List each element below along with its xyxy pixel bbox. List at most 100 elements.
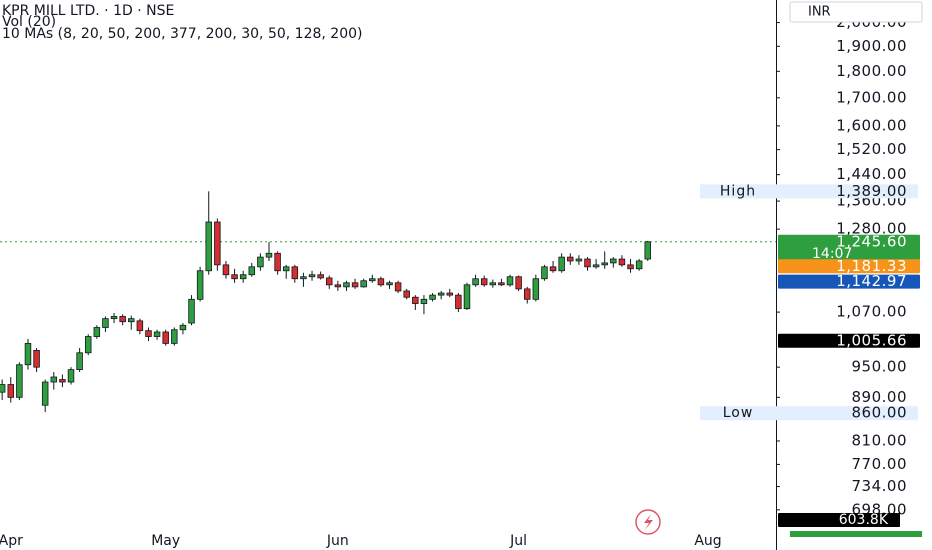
price-badge-label: 1,005.66 (836, 331, 907, 349)
candle-body (136, 320, 144, 332)
range-label-value: 860.00 (852, 404, 908, 422)
y-tick-label: 1,440.00 (836, 165, 907, 183)
price-badge (778, 259, 920, 274)
y-tick-label: 810.00 (852, 431, 908, 449)
range-label-bg (700, 406, 918, 421)
candle-body (162, 331, 169, 344)
candle-body (455, 294, 462, 310)
candle-body (231, 274, 238, 280)
candle-body (222, 264, 230, 276)
currency-label: INR (808, 5, 831, 20)
y-tick-label: 890.00 (852, 388, 908, 406)
price-badge (778, 234, 920, 261)
candle-body (119, 316, 126, 323)
range-label-name: High (720, 183, 756, 199)
candle-body (506, 276, 514, 286)
candle-body (291, 266, 299, 280)
candle-body (584, 258, 591, 268)
candle-body (627, 264, 634, 270)
candle-body (50, 376, 58, 383)
price-badge-label: 1,142.97 (836, 272, 907, 290)
price-badge-label: 1,245.60 (836, 232, 907, 250)
candle-body (618, 258, 626, 266)
x-tick-label: Apr (0, 533, 23, 549)
candle-body (239, 274, 247, 280)
candle-body (0, 384, 6, 393)
candle-body (463, 284, 471, 310)
candle-body (153, 331, 161, 337)
candle-body (549, 266, 557, 272)
candle-body (179, 324, 187, 331)
candle-body (110, 316, 118, 320)
candle-body (67, 369, 75, 383)
candle-body (635, 260, 643, 270)
price-badge-sublabel: 14:07 (812, 246, 852, 262)
y-tick-label: 1,600.00 (836, 116, 907, 134)
candle-body (16, 364, 23, 398)
candle-body (257, 256, 264, 268)
candle-body (214, 221, 221, 266)
candle-body (610, 258, 617, 264)
candle-body (403, 290, 410, 298)
y-tick-label: 1,280.00 (836, 220, 907, 238)
volume-badge-label: 603.8K (839, 512, 889, 528)
volume-badge-partial (790, 531, 922, 537)
replay-icon[interactable] (635, 509, 661, 535)
candle-body (541, 266, 548, 280)
y-tick-label: 734.00 (852, 477, 908, 495)
indicator-label: 10 MAs (8, 20, 50, 200, 377, 200, 30, 50… (2, 26, 362, 42)
candle-body (317, 274, 324, 279)
candle-body (171, 329, 178, 344)
y-tick-label: 1,070.00 (836, 303, 907, 321)
candle-body (334, 284, 342, 288)
candle-body (7, 384, 15, 398)
candle-body (265, 252, 273, 258)
y-tick-label: 1,700.00 (836, 88, 907, 106)
x-tick-label: Jun (326, 533, 349, 549)
candle-body (480, 278, 488, 286)
y-tick-label: 950.00 (852, 358, 908, 376)
candle-body (308, 274, 316, 278)
y-tick-label: 1,800.00 (836, 62, 907, 80)
candle-body (523, 288, 531, 300)
candle-body (532, 278, 540, 300)
price-badge (778, 274, 920, 289)
candle-body (369, 278, 376, 282)
candle-body (644, 241, 651, 260)
candle-body (248, 266, 256, 276)
candle-body (102, 318, 109, 328)
y-tick-label: 1,900.00 (836, 37, 907, 55)
candle-body (145, 330, 152, 337)
candle-body (472, 278, 479, 286)
indicator-label: Vol (20) (2, 14, 56, 30)
candle-body (412, 296, 419, 304)
candle-body (360, 280, 367, 288)
candle-body (274, 252, 281, 272)
price-badge (778, 333, 920, 348)
candle-body (282, 266, 290, 272)
candle-body (41, 381, 49, 406)
x-tick-label: May (151, 533, 180, 549)
range-label-value: 1,389.00 (836, 182, 907, 200)
candle-body (351, 282, 359, 288)
candle-body (33, 350, 40, 368)
candle-body (93, 327, 101, 337)
currency-box (789, 1, 923, 23)
candle-body (575, 258, 583, 262)
price-badge-label: 1,181.33 (836, 257, 907, 275)
candle-body (377, 278, 385, 286)
range-label-name: Low (723, 405, 754, 421)
y-tick-label: 1,520.00 (836, 140, 907, 158)
candle-body (558, 256, 565, 272)
candle-body (76, 352, 83, 371)
candle-body (24, 343, 32, 366)
volume-badge (778, 513, 900, 527)
x-tick-label: Jul (509, 533, 527, 549)
candle-body (188, 298, 195, 324)
candle-body (326, 277, 333, 286)
candle-body (205, 221, 212, 272)
candle-body (437, 292, 445, 296)
candle-body (515, 276, 522, 290)
candle-body (498, 282, 505, 286)
candle-body (84, 336, 92, 354)
